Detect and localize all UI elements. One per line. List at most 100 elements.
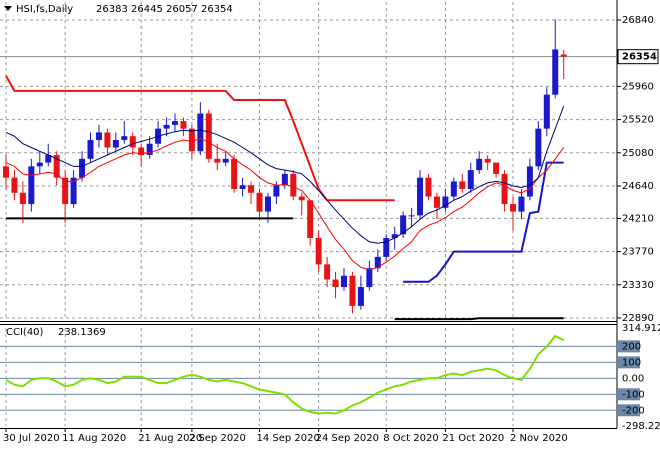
candle-body [146, 143, 153, 156]
candle-body [315, 238, 322, 265]
candle-body [307, 200, 314, 239]
candle-body [129, 136, 136, 148]
candle-body [290, 173, 297, 197]
candle-body [493, 162, 500, 174]
candle-body [163, 124, 170, 129]
cci-line [5, 334, 565, 415]
candle-body [188, 128, 195, 152]
candle-body [417, 177, 424, 216]
candle-body [273, 185, 280, 197]
indicator-value: 238.1369 [58, 327, 106, 338]
candle-body [526, 166, 533, 197]
candle-body [484, 158, 491, 163]
candle-body [53, 155, 60, 178]
y-tick-label: 314.9128 [622, 323, 660, 334]
candle-body [205, 113, 212, 159]
y-tick-label: -200 [622, 405, 645, 416]
y-tick-label: 22890 [622, 313, 654, 324]
y-tick-label: -100 [622, 389, 645, 400]
y-tick-label: -298.227 [622, 421, 660, 432]
candle-body [459, 181, 466, 189]
candle-body [28, 166, 35, 205]
candle-body [543, 94, 550, 129]
candle-body [264, 196, 271, 212]
indicator-line [5, 75, 395, 202]
price-label: 26354 [622, 52, 657, 63]
candle-body [3, 166, 9, 178]
y-tick-label: 200 [622, 341, 641, 352]
candle-body [256, 192, 263, 212]
indicator-line [403, 161, 564, 283]
candle-body [138, 147, 145, 156]
ohlc-values: 26383 26445 26057 26354 [96, 4, 233, 15]
candle-body [357, 287, 364, 306]
x-tick-label: 21 Aug 2020 [138, 433, 202, 444]
candle-body [535, 128, 542, 167]
candle-body [45, 155, 52, 163]
candle-body [425, 177, 432, 197]
candle-body [19, 192, 26, 205]
candle-body [197, 113, 204, 152]
candle-body [180, 121, 187, 129]
candle-body [70, 177, 77, 205]
candle-body [467, 170, 474, 189]
level-label-box [618, 404, 640, 417]
x-tick-label: 14 Sep 2020 [257, 433, 320, 444]
candle-body [79, 158, 86, 178]
price-label-box [617, 49, 659, 65]
candle-body [552, 49, 559, 95]
candle-body [11, 177, 18, 193]
level-label-box [618, 388, 640, 401]
y-tick-label: 26840 [622, 15, 654, 26]
candle-body [332, 279, 339, 288]
level-label-box [618, 356, 640, 369]
x-tick-label: 2 Sep 2020 [189, 433, 246, 444]
candle-body [366, 268, 373, 288]
candle-body [172, 121, 178, 125]
candle-body [518, 196, 525, 212]
y-tick-label: 23770 [622, 247, 654, 258]
candle-body [87, 139, 94, 159]
x-tick-label: 30 Jul 2020 [3, 433, 60, 444]
x-tick-label: 2 Nov 2020 [510, 433, 568, 444]
indicator-line [5, 105, 565, 244]
y-tick-label: 25960 [622, 81, 654, 92]
y-tick-label: 100 [622, 357, 641, 368]
indicator-line [394, 317, 564, 321]
candle-body [383, 238, 390, 257]
candle-body [560, 54, 567, 57]
candle-body [121, 136, 128, 140]
y-tick-label: 24640 [622, 181, 654, 192]
y-tick-label: 25080 [622, 148, 654, 159]
candle-body [298, 196, 305, 201]
menu-arrow [4, 6, 12, 11]
x-tick-label: 8 Oct 2020 [383, 433, 438, 444]
candle-body [222, 158, 229, 163]
chart-title: HSI,fs,Daily [16, 4, 73, 15]
candle-body [214, 158, 221, 163]
candle-body [400, 215, 407, 235]
candle-body [231, 158, 238, 189]
candle-body [374, 256, 381, 269]
candle-body [104, 132, 111, 148]
candle-body [442, 196, 449, 208]
candle-body [248, 185, 255, 193]
level-label-box [618, 340, 640, 353]
candle-body [62, 177, 69, 205]
y-tick-label: 23330 [622, 280, 654, 291]
y-tick-label: 0.00 [622, 373, 644, 384]
candle-body [349, 275, 356, 306]
candle-body [433, 196, 440, 208]
candle-body [408, 215, 415, 217]
candle-body [281, 173, 288, 186]
x-tick-label: 21 Oct 2020 [442, 433, 504, 444]
candle-body [95, 132, 102, 140]
candle-body [239, 185, 246, 189]
y-tick-label: 24210 [622, 213, 654, 224]
x-tick-label: 24 Sep 2020 [316, 433, 379, 444]
candle-body [341, 275, 347, 288]
candle-body [510, 204, 516, 212]
candle-body [324, 264, 331, 280]
